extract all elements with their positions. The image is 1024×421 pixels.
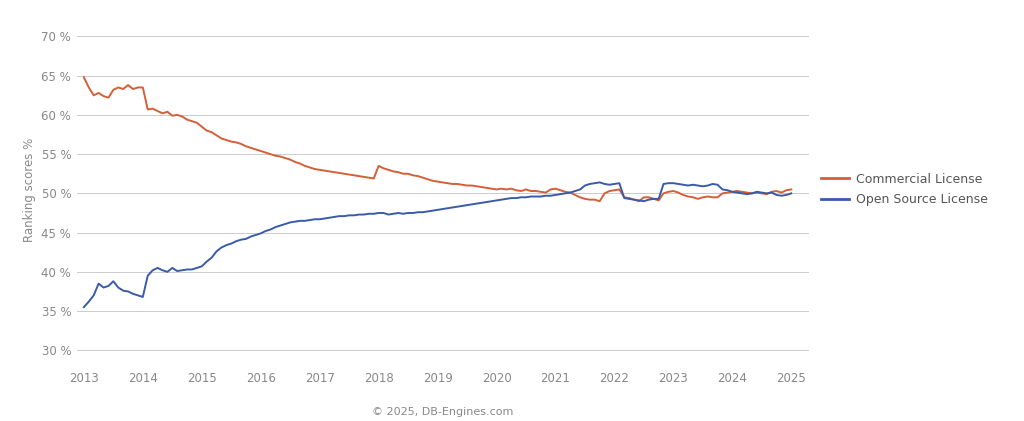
Open Source License	[78, 305, 90, 310]
Commercial License	[741, 190, 754, 195]
Legend: Commercial License, Open Source License: Commercial License, Open Source License	[816, 168, 993, 211]
Open Source License	[485, 199, 498, 204]
Open Source License	[638, 199, 650, 204]
Line: Open Source License: Open Source License	[84, 182, 792, 307]
Y-axis label: Ranking scores %: Ranking scores %	[23, 137, 36, 242]
Text: © 2025, DB-Engines.com: © 2025, DB-Engines.com	[372, 407, 514, 417]
Commercial License	[78, 75, 90, 80]
Open Source License	[83, 299, 95, 304]
Open Source License	[112, 285, 124, 290]
Commercial License	[112, 85, 124, 90]
Open Source License	[594, 180, 606, 185]
Commercial License	[83, 85, 95, 90]
Commercial License	[638, 195, 650, 200]
Open Source License	[785, 191, 798, 196]
Commercial License	[618, 195, 631, 200]
Open Source License	[741, 192, 754, 197]
Commercial License	[594, 199, 606, 204]
Line: Commercial License: Commercial License	[84, 77, 792, 201]
Open Source License	[618, 195, 631, 201]
Commercial License	[485, 186, 498, 191]
Commercial License	[785, 187, 798, 192]
